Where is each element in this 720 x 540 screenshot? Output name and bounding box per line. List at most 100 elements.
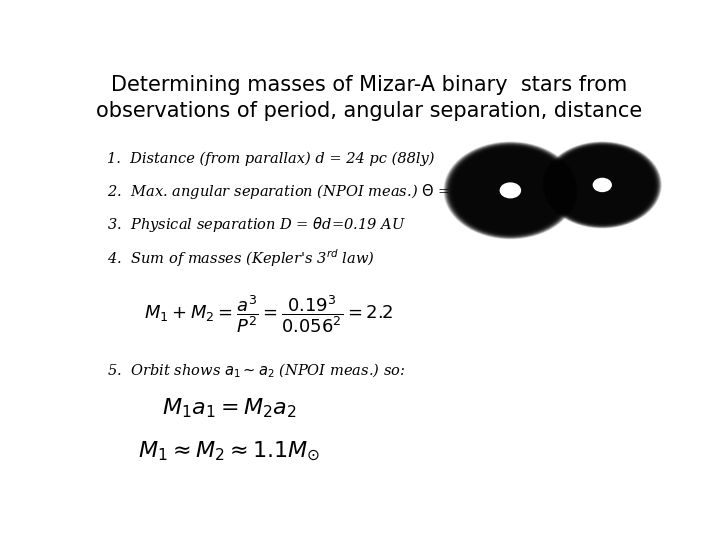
Circle shape xyxy=(465,157,556,224)
Circle shape xyxy=(486,173,534,208)
Circle shape xyxy=(473,163,548,218)
Circle shape xyxy=(600,184,604,186)
Circle shape xyxy=(545,143,660,227)
Circle shape xyxy=(582,171,622,199)
Circle shape xyxy=(571,163,634,207)
Circle shape xyxy=(495,179,526,201)
Circle shape xyxy=(445,143,575,238)
Circle shape xyxy=(470,161,551,220)
Circle shape xyxy=(450,146,571,234)
Circle shape xyxy=(546,145,658,225)
Circle shape xyxy=(591,177,613,193)
Circle shape xyxy=(461,154,560,227)
Circle shape xyxy=(459,153,562,227)
Circle shape xyxy=(487,173,534,207)
Circle shape xyxy=(580,168,625,201)
Circle shape xyxy=(569,160,636,210)
Circle shape xyxy=(570,161,634,208)
Circle shape xyxy=(479,167,542,213)
Circle shape xyxy=(453,148,568,233)
Circle shape xyxy=(446,144,574,237)
Circle shape xyxy=(474,164,546,217)
Circle shape xyxy=(447,144,573,237)
Circle shape xyxy=(477,166,543,214)
Circle shape xyxy=(485,172,535,208)
Circle shape xyxy=(471,161,550,219)
Circle shape xyxy=(482,170,539,211)
Circle shape xyxy=(570,161,635,209)
Circle shape xyxy=(568,160,636,210)
Circle shape xyxy=(585,172,620,198)
Circle shape xyxy=(550,147,654,223)
Circle shape xyxy=(546,144,659,226)
Circle shape xyxy=(458,152,563,228)
Circle shape xyxy=(509,190,512,191)
Circle shape xyxy=(580,169,624,201)
Circle shape xyxy=(508,189,513,192)
Circle shape xyxy=(590,176,614,194)
Circle shape xyxy=(487,174,534,207)
Circle shape xyxy=(578,167,626,202)
Circle shape xyxy=(492,177,528,204)
Circle shape xyxy=(561,154,644,215)
Circle shape xyxy=(595,180,609,190)
Circle shape xyxy=(575,165,630,205)
Text: Determining masses of Mizar-A binary  stars from
observations of period, angular: Determining masses of Mizar-A binary sta… xyxy=(96,75,642,121)
Circle shape xyxy=(480,168,541,213)
Circle shape xyxy=(575,165,630,205)
Circle shape xyxy=(469,160,552,221)
Circle shape xyxy=(582,170,623,200)
Circle shape xyxy=(593,178,611,192)
Circle shape xyxy=(566,158,639,212)
Circle shape xyxy=(560,154,644,216)
Circle shape xyxy=(572,163,632,207)
Circle shape xyxy=(557,151,648,219)
Circle shape xyxy=(562,156,642,214)
Circle shape xyxy=(544,143,660,227)
Circle shape xyxy=(554,150,651,220)
Circle shape xyxy=(467,159,553,222)
Circle shape xyxy=(503,185,518,196)
Circle shape xyxy=(454,149,567,232)
Circle shape xyxy=(567,159,637,211)
Circle shape xyxy=(499,182,522,199)
Circle shape xyxy=(502,184,519,197)
Circle shape xyxy=(565,158,639,212)
Circle shape xyxy=(601,184,603,186)
Text: 2.  Max. angular separation (NPOI meas.) $\Theta$ = 0.008": 2. Max. angular separation (NPOI meas.) … xyxy=(107,182,503,201)
Circle shape xyxy=(455,150,565,231)
Circle shape xyxy=(482,170,539,212)
Circle shape xyxy=(494,178,527,202)
Circle shape xyxy=(459,153,562,228)
Circle shape xyxy=(586,173,618,197)
Circle shape xyxy=(489,175,532,206)
Circle shape xyxy=(599,183,606,187)
Circle shape xyxy=(588,174,617,196)
Circle shape xyxy=(578,167,626,203)
Circle shape xyxy=(574,164,631,206)
Circle shape xyxy=(554,149,651,221)
Circle shape xyxy=(592,178,613,192)
Circle shape xyxy=(456,151,564,230)
Circle shape xyxy=(493,178,528,203)
Circle shape xyxy=(508,188,513,192)
Text: $M_1 + M_2 = \dfrac{a^3}{P^2} = \dfrac{0.19^3}{0.056^2} = 2.2$: $M_1 + M_2 = \dfrac{a^3}{P^2} = \dfrac{0… xyxy=(144,293,393,335)
Circle shape xyxy=(498,181,523,200)
Circle shape xyxy=(460,154,561,227)
Circle shape xyxy=(548,145,657,225)
Circle shape xyxy=(476,165,544,215)
Circle shape xyxy=(472,162,549,219)
Text: 4.  Sum of masses (Kepler's 3$^{rd}$ law): 4. Sum of masses (Kepler's 3$^{rd}$ law) xyxy=(107,247,374,269)
Circle shape xyxy=(575,165,629,205)
Circle shape xyxy=(555,151,649,219)
Circle shape xyxy=(576,166,629,204)
Circle shape xyxy=(474,165,546,217)
Circle shape xyxy=(544,142,661,228)
Circle shape xyxy=(494,179,526,202)
Circle shape xyxy=(506,187,514,193)
Circle shape xyxy=(558,153,647,217)
Circle shape xyxy=(597,181,608,189)
Circle shape xyxy=(491,176,530,205)
Circle shape xyxy=(557,152,647,218)
Circle shape xyxy=(563,156,642,214)
